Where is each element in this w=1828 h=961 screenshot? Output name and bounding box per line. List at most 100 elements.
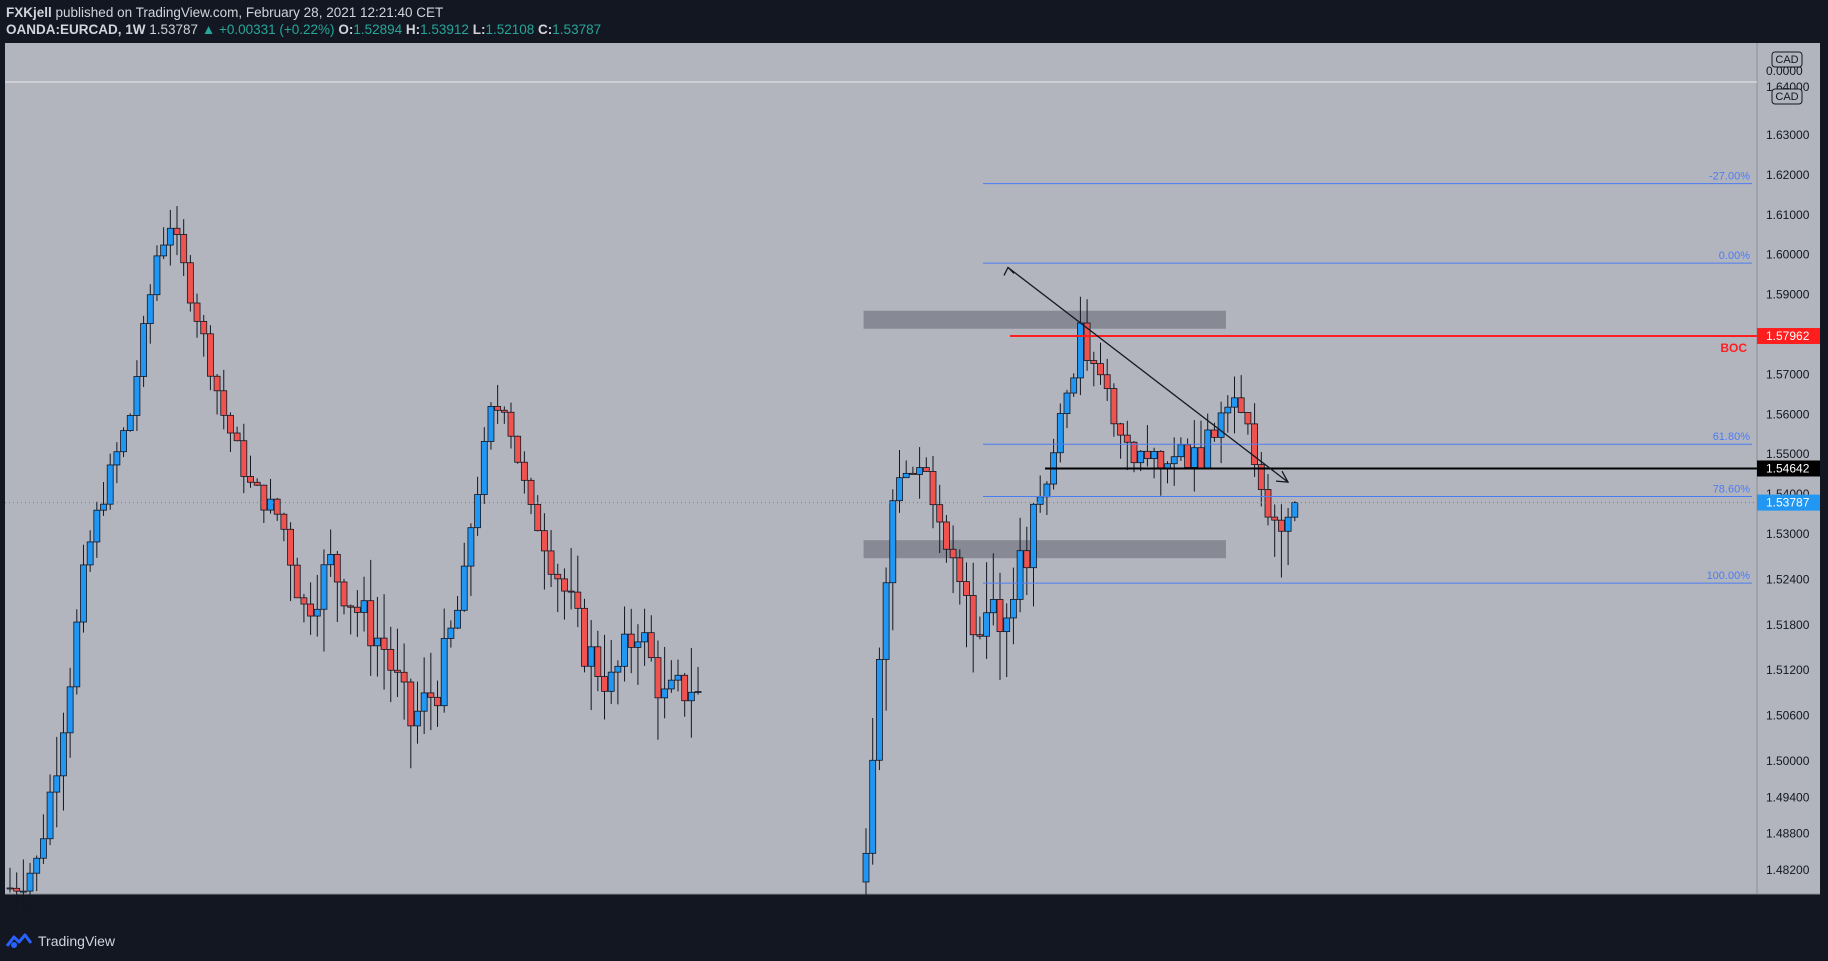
candle-body[interactable]: [353, 606, 361, 613]
candle-body[interactable]: [1224, 406, 1232, 414]
candle-body[interactable]: [360, 600, 368, 613]
candle-body[interactable]: [1103, 374, 1111, 389]
candle-body[interactable]: [1110, 388, 1118, 425]
candle-body[interactable]: [1284, 516, 1292, 532]
candle-body[interactable]: [300, 597, 308, 605]
candle-body[interactable]: [166, 227, 174, 246]
candle-body[interactable]: [347, 605, 355, 608]
candle-body[interactable]: [247, 476, 254, 483]
candle-body[interactable]: [86, 541, 94, 566]
candle-body[interactable]: [862, 852, 870, 883]
candle-body[interactable]: [447, 627, 455, 639]
candle-body[interactable]: [220, 390, 228, 416]
candle-body[interactable]: [507, 411, 515, 437]
candle-body[interactable]: [467, 527, 475, 567]
candle-body[interactable]: [320, 564, 328, 610]
candle-body[interactable]: [460, 565, 468, 611]
candle-body[interactable]: [487, 405, 495, 442]
candle-body[interactable]: [969, 595, 977, 636]
candle-body[interactable]: [394, 669, 401, 673]
candle-body[interactable]: [661, 688, 669, 699]
candle-body[interactable]: [227, 414, 234, 434]
candle-body[interactable]: [1177, 444, 1185, 458]
candle-body[interactable]: [253, 481, 261, 486]
candle-body[interactable]: [133, 376, 141, 416]
candle-body[interactable]: [949, 548, 957, 559]
candle-body[interactable]: [1164, 463, 1171, 469]
candle-body[interactable]: [1190, 447, 1198, 468]
candle-body[interactable]: [902, 472, 910, 479]
candle-body[interactable]: [534, 504, 542, 532]
candle-body[interactable]: [6, 887, 14, 890]
candle-body[interactable]: [956, 557, 964, 583]
candle-body[interactable]: [694, 691, 702, 693]
candle-body[interactable]: [73, 621, 81, 688]
candle-body[interactable]: [876, 659, 883, 761]
candle-body[interactable]: [93, 509, 101, 543]
candle-body[interactable]: [387, 648, 395, 671]
candle-body[interactable]: [80, 564, 87, 623]
candle-body[interactable]: [667, 679, 675, 690]
candle-body[interactable]: [414, 710, 421, 727]
candle-body[interactable]: [293, 564, 301, 599]
candle-body[interactable]: [313, 608, 321, 617]
candle-body[interactable]: [427, 692, 435, 698]
candle-body[interactable]: [153, 255, 161, 296]
candle-body[interactable]: [1197, 447, 1205, 469]
candle-body[interactable]: [654, 657, 662, 699]
candle-body[interactable]: [40, 838, 47, 859]
candle-body[interactable]: [896, 477, 903, 502]
candle-body[interactable]: [574, 591, 582, 609]
candle-body[interactable]: [420, 692, 428, 712]
candle-body[interactable]: [1291, 502, 1299, 518]
candle-body[interactable]: [922, 467, 930, 472]
candle-body[interactable]: [233, 432, 241, 442]
candle-body[interactable]: [909, 472, 917, 475]
candle-body[interactable]: [19, 890, 27, 893]
candle-body[interactable]: [983, 612, 990, 637]
candle-body[interactable]: [541, 530, 548, 552]
current-price-badge[interactable]: [1757, 494, 1820, 511]
candle-body[interactable]: [180, 234, 188, 264]
candle-body[interactable]: [1117, 423, 1124, 436]
candle-body[interactable]: [601, 676, 608, 692]
candle-body[interactable]: [1170, 456, 1178, 465]
candle-body[interactable]: [1097, 363, 1104, 376]
candle-body[interactable]: [1083, 322, 1091, 361]
candle-body[interactable]: [113, 451, 121, 466]
candle-body[interactable]: [527, 479, 535, 505]
symbol-label[interactable]: OANDA:EURCAD, 1W: [6, 22, 146, 37]
candle-body[interactable]: [1023, 550, 1031, 569]
candle-body[interactable]: [587, 646, 595, 667]
candle-body[interactable]: [273, 498, 281, 515]
candle-body[interactable]: [1063, 392, 1071, 414]
candle-body[interactable]: [140, 323, 148, 377]
candle-body[interactable]: [561, 578, 568, 592]
candle-body[interactable]: [1070, 377, 1078, 394]
candle-body[interactable]: [13, 887, 21, 892]
candle-body[interactable]: [434, 696, 441, 707]
candle-body[interactable]: [1217, 412, 1225, 438]
candle-body[interactable]: [1030, 503, 1037, 569]
candle-body[interactable]: [641, 632, 648, 643]
candle-body[interactable]: [627, 633, 635, 648]
candle-body[interactable]: [60, 732, 67, 777]
candle-body[interactable]: [1144, 450, 1151, 460]
candle-body[interactable]: [520, 461, 528, 481]
tradingview-logo[interactable]: TradingView: [6, 933, 115, 949]
candle-body[interactable]: [500, 409, 508, 413]
candle-body[interactable]: [213, 375, 221, 392]
candle-body[interactable]: [882, 582, 890, 660]
candle-body[interactable]: [943, 521, 950, 550]
supply-demand-zone[interactable]: [863, 540, 1226, 559]
trendline[interactable]: [1007, 266, 1289, 483]
candle-body[interactable]: [1237, 397, 1245, 413]
author-name[interactable]: FXKjell: [6, 5, 52, 20]
candle-body[interactable]: [480, 441, 488, 495]
candle-body[interactable]: [634, 641, 642, 648]
candle-body[interactable]: [1211, 429, 1218, 438]
candle-body[interactable]: [1010, 598, 1017, 619]
candle-body[interactable]: [594, 646, 602, 677]
candle-body[interactable]: [1184, 444, 1191, 468]
